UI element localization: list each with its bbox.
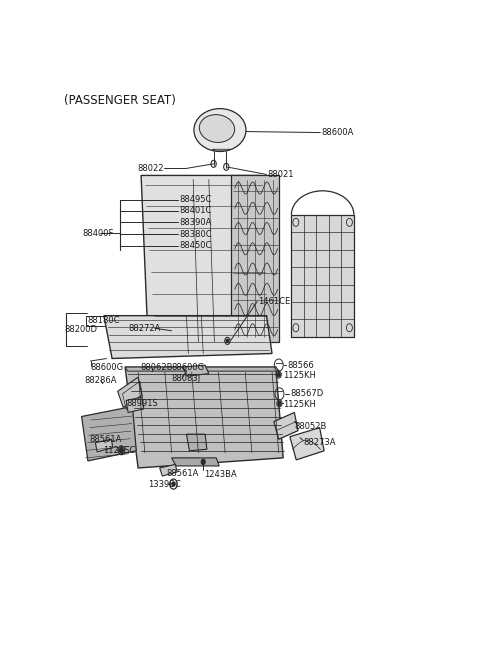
Circle shape bbox=[202, 459, 205, 464]
Text: 88991S: 88991S bbox=[126, 400, 158, 409]
Text: 88286A: 88286A bbox=[84, 376, 117, 384]
Text: 88380C: 88380C bbox=[180, 230, 212, 239]
Text: 88200D: 88200D bbox=[64, 326, 97, 334]
Circle shape bbox=[120, 448, 123, 453]
Polygon shape bbox=[125, 367, 283, 468]
Text: 88567D: 88567D bbox=[290, 389, 324, 398]
Text: 88022: 88022 bbox=[137, 164, 163, 173]
Polygon shape bbox=[290, 428, 324, 460]
Polygon shape bbox=[104, 316, 272, 358]
Text: 88600G: 88600G bbox=[172, 363, 205, 372]
Polygon shape bbox=[126, 398, 144, 413]
Polygon shape bbox=[231, 176, 279, 343]
Text: 88566: 88566 bbox=[288, 360, 314, 369]
Circle shape bbox=[172, 482, 175, 486]
Text: 88083J: 88083J bbox=[172, 374, 201, 383]
Text: 88052B: 88052B bbox=[294, 422, 327, 431]
Text: 88600G: 88600G bbox=[91, 363, 124, 372]
Text: 88400F: 88400F bbox=[83, 229, 114, 238]
Text: 88561A: 88561A bbox=[166, 469, 198, 478]
Polygon shape bbox=[125, 367, 279, 371]
Text: 88273A: 88273A bbox=[303, 438, 336, 447]
Polygon shape bbox=[291, 215, 354, 337]
Text: 88062B: 88062B bbox=[140, 363, 172, 372]
Circle shape bbox=[278, 402, 281, 405]
Polygon shape bbox=[141, 176, 266, 352]
Text: 1243BA: 1243BA bbox=[204, 470, 237, 479]
Text: 1125KH: 1125KH bbox=[284, 371, 316, 380]
Text: 88390A: 88390A bbox=[180, 218, 212, 227]
Text: 88401C: 88401C bbox=[180, 206, 212, 215]
Text: 1339BC: 1339BC bbox=[148, 479, 181, 489]
Text: 1461CE: 1461CE bbox=[258, 297, 290, 305]
Polygon shape bbox=[118, 377, 142, 407]
Polygon shape bbox=[183, 365, 209, 376]
Text: 88272A: 88272A bbox=[129, 324, 161, 333]
Polygon shape bbox=[172, 458, 219, 466]
Polygon shape bbox=[82, 406, 136, 461]
Text: 88600A: 88600A bbox=[322, 128, 354, 137]
Text: 88180C: 88180C bbox=[87, 316, 120, 325]
Text: 88450C: 88450C bbox=[180, 241, 212, 250]
Text: 1123SC: 1123SC bbox=[103, 446, 135, 455]
Ellipse shape bbox=[194, 109, 246, 151]
Ellipse shape bbox=[199, 115, 235, 142]
Text: 88561A: 88561A bbox=[90, 435, 122, 443]
Polygon shape bbox=[160, 464, 177, 476]
Polygon shape bbox=[212, 149, 231, 150]
Polygon shape bbox=[186, 434, 207, 451]
Text: 1125KH: 1125KH bbox=[284, 400, 316, 409]
Polygon shape bbox=[274, 413, 298, 440]
Circle shape bbox=[277, 373, 280, 377]
Text: 88495C: 88495C bbox=[180, 195, 212, 204]
Polygon shape bbox=[96, 440, 113, 452]
Text: 88021: 88021 bbox=[267, 170, 294, 179]
Circle shape bbox=[226, 339, 228, 343]
Text: (PASSENGER SEAT): (PASSENGER SEAT) bbox=[64, 94, 176, 107]
